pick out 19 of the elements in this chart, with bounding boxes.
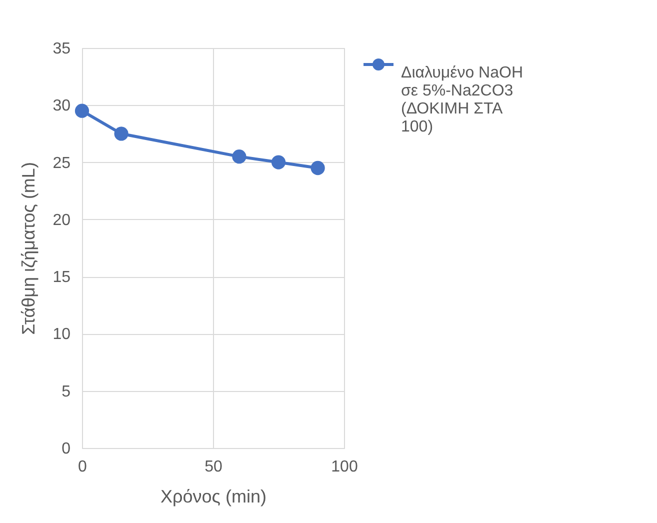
y-tick-label: 15: [52, 269, 71, 286]
y-tick-label: 20: [52, 212, 71, 229]
y-tick-label: 0: [62, 440, 71, 458]
point: [310, 160, 325, 176]
y-tick-label: 30: [52, 98, 71, 115]
y-tick-label: 10: [52, 326, 71, 344]
y-tick-label: 25: [52, 154, 71, 172]
point: [114, 126, 128, 141]
x-tick-label: 50: [204, 458, 222, 476]
point: [271, 155, 286, 170]
y-tick-label: 5: [62, 383, 71, 400]
y-tick-label: 35: [52, 40, 71, 58]
x-tick-label: 0: [78, 458, 88, 476]
point: [74, 104, 90, 118]
x-tick-label: 100: [331, 458, 358, 476]
x-axis-title: Χρόνος (min): [160, 486, 266, 506]
y-axis-title: Στάθμη ιζήματος (mL): [18, 162, 39, 335]
point: [232, 150, 246, 164]
legend-label: Διαλυμένο NaOH σε 5%-Na2CO3 (ΔΟΚΙΜΗ ΣΤΑ 100): [401, 64, 524, 136]
